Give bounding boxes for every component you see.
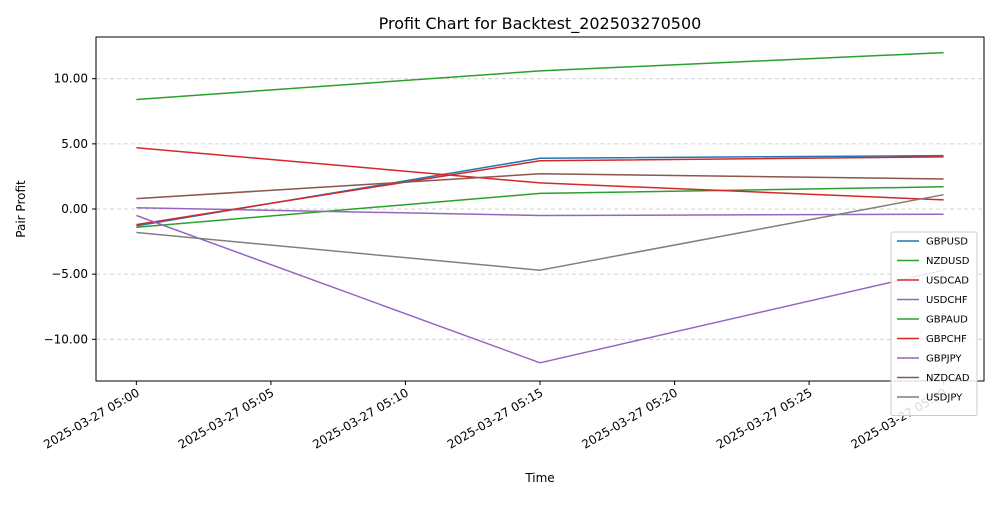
y-tick-label: 10.00 bbox=[54, 72, 88, 86]
legend-label: USDJPY bbox=[926, 393, 963, 404]
y-tick-label: 0.00 bbox=[61, 202, 88, 216]
legend-label: GBPAUD bbox=[926, 315, 968, 326]
y-tick-label: −5.00 bbox=[51, 267, 88, 281]
x-axis-label: Time bbox=[524, 471, 554, 485]
legend-label: USDCHF bbox=[926, 295, 968, 306]
series-line-usdcad bbox=[136, 147, 944, 201]
series-line-gbpaud bbox=[136, 51, 944, 101]
legend-label: GBPJPY bbox=[926, 354, 962, 365]
legend-label: GBPUSD bbox=[926, 237, 968, 248]
series-line-gbpjpy bbox=[136, 214, 944, 364]
legend-label: NZDCAD bbox=[926, 373, 970, 384]
y-axis-ticks: 10.00 5.00 0.00 −5.00 −10.00 bbox=[44, 72, 96, 346]
series-layer bbox=[136, 51, 944, 364]
chart-title: Profit Chart for Backtest_202503270500 bbox=[379, 14, 702, 34]
series-line-nzdcad bbox=[136, 173, 944, 200]
y-axis-label: Pair Profit bbox=[14, 180, 28, 238]
series-line-usdchf bbox=[136, 206, 944, 217]
legend-label: NZDUSD bbox=[926, 256, 970, 267]
series-line-nzdusd bbox=[136, 186, 944, 228]
legend-box bbox=[890, 231, 978, 416]
legend-label: USDCAD bbox=[926, 276, 969, 287]
y-tick-label: −10.00 bbox=[44, 332, 88, 346]
legend: GBPUSD NZDUSD USDCAD USDCHF GBPAUD GBPCHF GBPJ… bbox=[890, 231, 978, 416]
grid-layer bbox=[96, 78, 984, 340]
series-line-usdjpy bbox=[136, 193, 944, 271]
legend-label: GBPCHF bbox=[926, 334, 967, 345]
series-line-gbpchf bbox=[136, 156, 944, 226]
y-tick-label: 5.00 bbox=[61, 137, 88, 151]
